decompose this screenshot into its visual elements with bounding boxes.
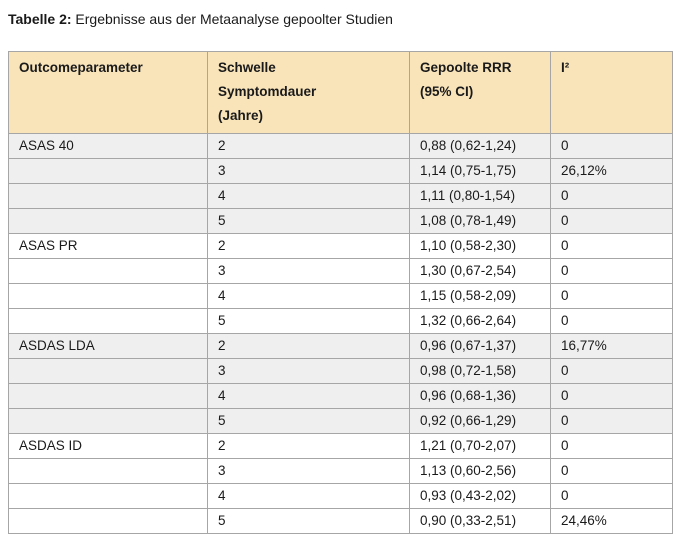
cell-i2: 0 <box>550 433 673 459</box>
cell-threshold: 2 <box>207 233 410 259</box>
cell-outcomeparameter <box>8 483 208 509</box>
cell-threshold: 3 <box>207 258 410 284</box>
table-caption-text: Ergebnisse aus der Metaanalyse gepoolter… <box>71 11 393 27</box>
cell-outcomeparameter <box>8 458 208 484</box>
cell-i2: 16,77% <box>550 333 673 359</box>
col-header-outcomeparameter: Outcomeparameter <box>8 51 208 134</box>
cell-outcomeparameter <box>8 408 208 434</box>
col-header-schwelle-symptomdauer: Schwelle Symptomdauer (Jahre) <box>207 51 410 134</box>
table-row: 5 1,08 (0,78-1,49) 0 <box>8 208 673 234</box>
table-row: 5 0,92 (0,66-1,29) 0 <box>8 408 673 434</box>
table-row: 3 1,14 (0,75-1,75) 26,12% <box>8 158 673 184</box>
cell-i2: 0 <box>550 358 673 384</box>
cell-outcomeparameter <box>8 258 208 284</box>
cell-rrr: 1,30 (0,67-2,54) <box>409 258 551 284</box>
cell-threshold: 3 <box>207 458 410 484</box>
cell-rrr: 1,11 (0,80-1,54) <box>409 183 551 209</box>
cell-i2: 0 <box>550 458 673 484</box>
cell-rrr: 1,14 (0,75-1,75) <box>409 158 551 184</box>
cell-threshold: 3 <box>207 158 410 184</box>
cell-outcomeparameter <box>8 158 208 184</box>
cell-outcomeparameter: ASAS 40 <box>8 133 208 159</box>
cell-outcomeparameter: ASDAS ID <box>8 433 208 459</box>
cell-threshold: 5 <box>207 308 410 334</box>
cell-threshold: 5 <box>207 408 410 434</box>
cell-rrr: 0,92 (0,66-1,29) <box>409 408 551 434</box>
cell-outcomeparameter <box>8 358 208 384</box>
table-row: 4 0,93 (0,43-2,02) 0 <box>8 483 673 509</box>
cell-i2: 0 <box>550 283 673 309</box>
cell-i2: 0 <box>550 408 673 434</box>
table-row: 5 0,90 (0,33-2,51) 24,46% <box>8 508 673 534</box>
cell-outcomeparameter: ASAS PR <box>8 233 208 259</box>
table-row: 5 1,32 (0,66-2,64) 0 <box>8 308 673 334</box>
cell-rrr: 1,08 (0,78-1,49) <box>409 208 551 234</box>
header-row: Outcomeparameter Schwelle Symptomdauer (… <box>8 51 673 134</box>
cell-threshold: 4 <box>207 483 410 509</box>
cell-rrr: 0,93 (0,43-2,02) <box>409 483 551 509</box>
table-caption: Tabelle 2: Ergebnisse aus der Metaanalys… <box>8 10 672 28</box>
cell-rrr: 0,98 (0,72-1,58) <box>409 358 551 384</box>
cell-rrr: 0,96 (0,68-1,36) <box>409 383 551 409</box>
cell-threshold: 3 <box>207 358 410 384</box>
cell-threshold: 4 <box>207 383 410 409</box>
cell-outcomeparameter <box>8 183 208 209</box>
cell-i2: 0 <box>550 308 673 334</box>
table-row: 4 1,11 (0,80-1,54) 0 <box>8 183 673 209</box>
table-row: 4 1,15 (0,58-2,09) 0 <box>8 283 673 309</box>
cell-outcomeparameter <box>8 308 208 334</box>
table-row: ASDAS ID 2 1,21 (0,70-2,07) 0 <box>8 433 673 459</box>
col-header-gepoolte-rrr: Gepoolte RRR (95% CI) <box>409 51 551 134</box>
table-row: 3 1,30 (0,67-2,54) 0 <box>8 258 673 284</box>
table-row: ASAS PR 2 1,10 (0,58-2,30) 0 <box>8 233 673 259</box>
cell-i2: 0 <box>550 383 673 409</box>
cell-i2: 26,12% <box>550 158 673 184</box>
col-header-i2: I² <box>550 51 673 134</box>
cell-outcomeparameter <box>8 208 208 234</box>
cell-threshold: 5 <box>207 208 410 234</box>
table-row: ASDAS LDA 2 0,96 (0,67-1,37) 16,77% <box>8 333 673 359</box>
cell-i2: 0 <box>550 258 673 284</box>
cell-rrr: 1,10 (0,58-2,30) <box>409 233 551 259</box>
cell-outcomeparameter <box>8 508 208 534</box>
cell-rrr: 1,21 (0,70-2,07) <box>409 433 551 459</box>
cell-threshold: 4 <box>207 183 410 209</box>
cell-rrr: 0,88 (0,62-1,24) <box>409 133 551 159</box>
cell-i2: 0 <box>550 183 673 209</box>
table-row: 4 0,96 (0,68-1,36) 0 <box>8 383 673 409</box>
cell-rrr: 0,90 (0,33-2,51) <box>409 508 551 534</box>
cell-outcomeparameter <box>8 283 208 309</box>
cell-threshold: 4 <box>207 283 410 309</box>
cell-i2: 0 <box>550 208 673 234</box>
cell-i2: 0 <box>550 483 673 509</box>
cell-threshold: 5 <box>207 508 410 534</box>
meta-analysis-results-table: Outcomeparameter Schwelle Symptomdauer (… <box>8 51 673 534</box>
cell-i2: 0 <box>550 233 673 259</box>
cell-outcomeparameter <box>8 383 208 409</box>
cell-i2: 24,46% <box>550 508 673 534</box>
cell-rrr: 1,32 (0,66-2,64) <box>409 308 551 334</box>
table-row: 3 0,98 (0,72-1,58) 0 <box>8 358 673 384</box>
cell-outcomeparameter: ASDAS LDA <box>8 333 208 359</box>
cell-threshold: 2 <box>207 133 410 159</box>
cell-i2: 0 <box>550 133 673 159</box>
table-caption-label: Tabelle 2: <box>8 11 72 27</box>
cell-rrr: 1,13 (0,60-2,56) <box>409 458 551 484</box>
cell-rrr: 1,15 (0,58-2,09) <box>409 283 551 309</box>
cell-threshold: 2 <box>207 333 410 359</box>
table-row: ASAS 40 2 0,88 (0,62-1,24) 0 <box>8 133 673 159</box>
table-row: 3 1,13 (0,60-2,56) 0 <box>8 458 673 484</box>
cell-threshold: 2 <box>207 433 410 459</box>
cell-rrr: 0,96 (0,67-1,37) <box>409 333 551 359</box>
